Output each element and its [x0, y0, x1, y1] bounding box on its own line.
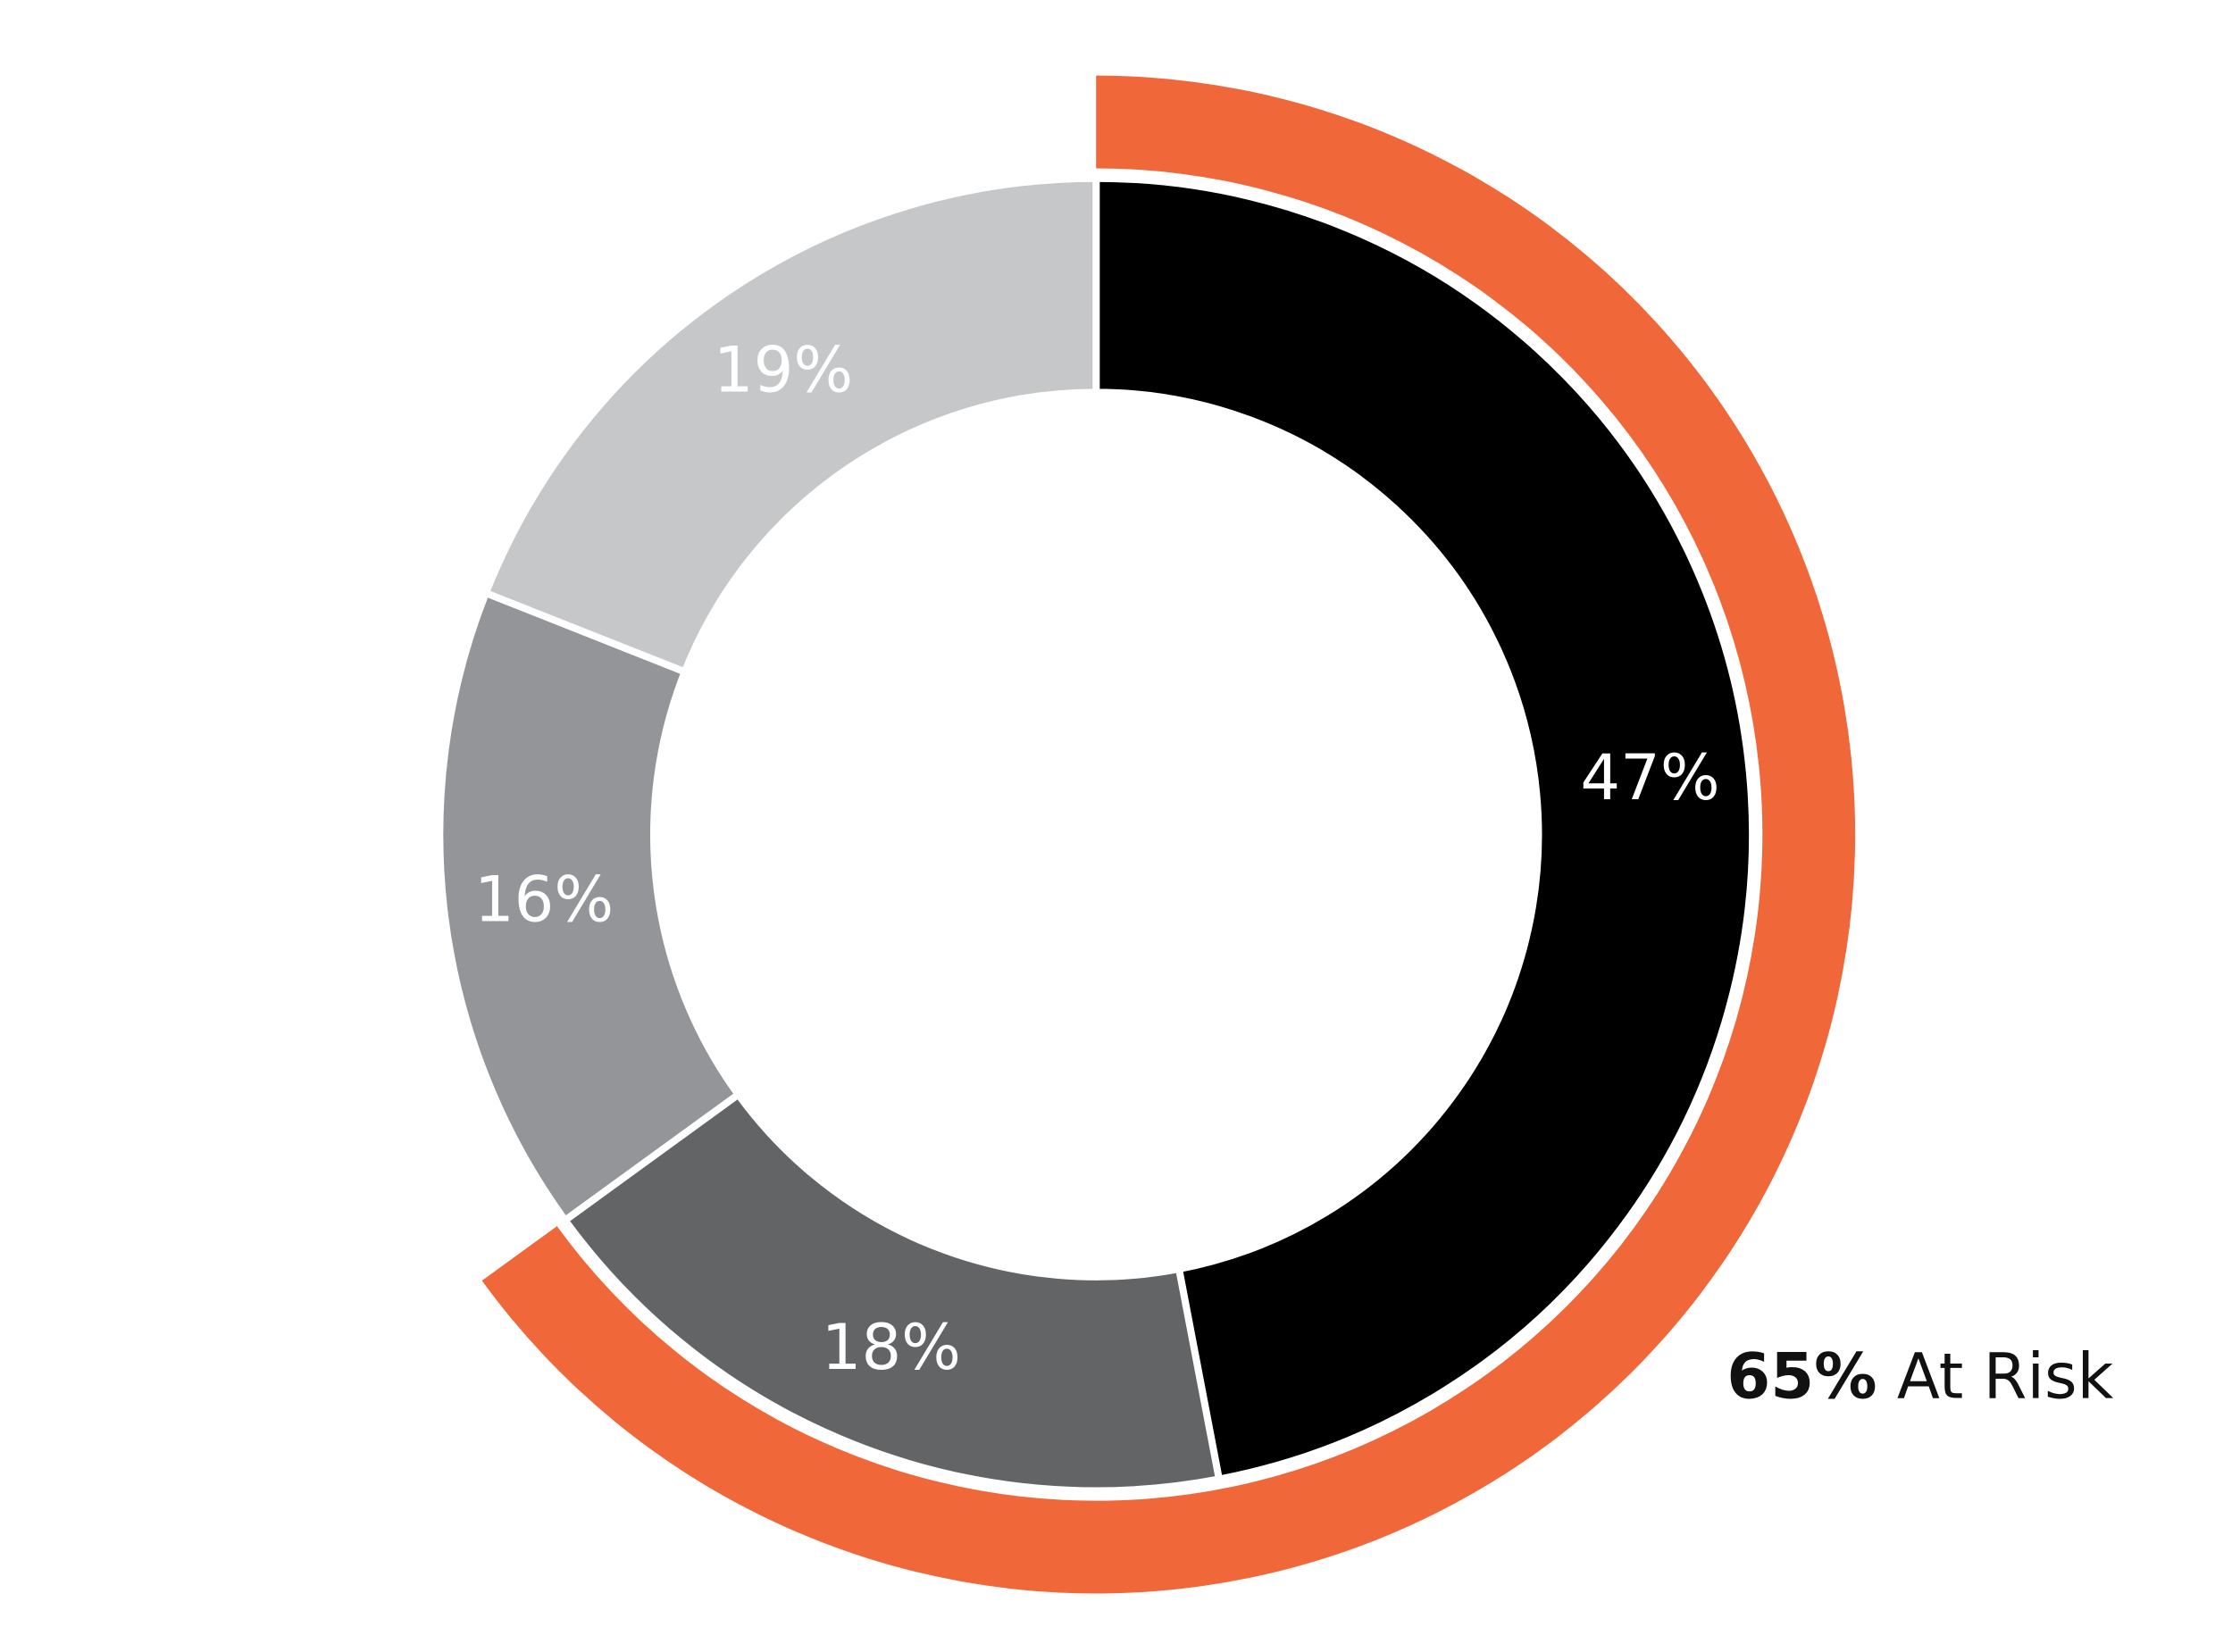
donut-segment — [1092, 174, 1757, 1484]
highlight-label: 65% At Risk — [1726, 1339, 2113, 1413]
donut-segment — [481, 174, 1100, 677]
highlight-value: 65% — [1726, 1339, 1876, 1413]
donut-segment — [436, 588, 744, 1226]
segment-label: 16% — [474, 864, 614, 937]
segment-label: 19% — [714, 333, 853, 406]
donut-segment — [560, 1089, 1224, 1495]
segment-label: 18% — [822, 1311, 961, 1384]
segment-label: 47% — [1580, 741, 1719, 814]
highlight-text: At Risk — [1897, 1339, 2114, 1413]
